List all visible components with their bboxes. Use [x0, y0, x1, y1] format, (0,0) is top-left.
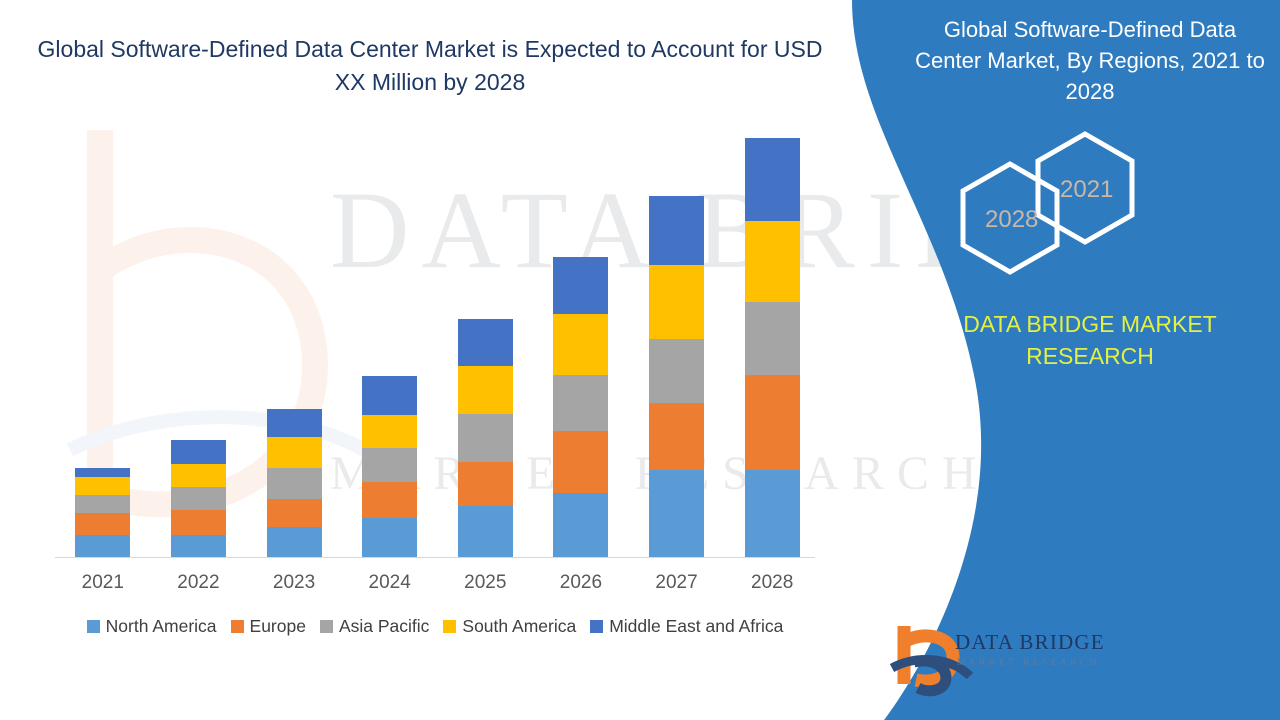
bar-segment	[457, 318, 513, 366]
bar-segment	[457, 366, 513, 415]
hexagon-shapes-icon	[960, 131, 1135, 275]
hexagon-group: 2028 2021	[900, 128, 1280, 278]
bar-segment	[553, 314, 609, 375]
bar-segment	[649, 403, 705, 471]
stacked-bar	[170, 440, 226, 557]
bar-segment	[744, 137, 800, 222]
company-logo: DATA BRIDGE MARKET RESEARCH	[889, 618, 1120, 700]
bar-column	[533, 130, 628, 557]
bar-segment	[75, 477, 131, 496]
legend-label: South America	[462, 616, 577, 636]
bar-segment	[75, 534, 131, 557]
bar-segment	[457, 461, 513, 507]
bar-segment	[266, 526, 322, 557]
bar-column	[151, 130, 246, 557]
x-axis-label: 2025	[464, 572, 507, 593]
stacked-bar	[744, 137, 800, 557]
legend-swatch-icon	[319, 620, 333, 633]
legend-label: North America	[105, 616, 217, 636]
bar-segment	[266, 498, 322, 527]
bar-segment	[553, 257, 609, 315]
bar-segment	[457, 506, 513, 557]
brand-name: DATA BRIDGE MARKET RESEARCH	[963, 311, 1217, 369]
x-axis-label: 2021	[81, 572, 124, 593]
bar-segment	[362, 448, 418, 482]
panel-title: Global Software-Defined Data Center Mark…	[915, 17, 1265, 104]
chart-legend: North America Europe Asia Pacific South Ame…	[40, 616, 830, 637]
logo-title: DATA BRIDGE	[955, 630, 1105, 654]
bar-column	[629, 130, 724, 557]
hexagon-2021-outline	[1035, 131, 1135, 245]
bar-segment	[170, 440, 226, 464]
bar-segment	[75, 468, 131, 478]
bar-segment	[362, 517, 418, 557]
bar-column	[247, 130, 342, 557]
x-axis-label: 2026	[559, 572, 603, 593]
bar-segment	[170, 534, 226, 557]
legend-swatch-icon	[86, 620, 100, 633]
legend-label: Middle East and Africa	[609, 616, 784, 636]
bar-segment	[553, 492, 609, 557]
legend-item[interactable]: North America	[86, 616, 217, 637]
stacked-bar	[266, 408, 322, 557]
bar-segment	[266, 468, 322, 499]
stacked-bar-chart: 2021 2022 2023 2024 2025 2026 2027 2028 North A…	[40, 130, 830, 637]
stacked-bar	[649, 196, 705, 557]
bar-segment	[553, 374, 609, 432]
legend-label: Asia Pacific	[338, 616, 430, 636]
hex-label-2028: 2028	[985, 206, 1039, 233]
bar-segment	[362, 376, 418, 416]
legend-swatch-icon	[590, 620, 604, 633]
bar-segment	[744, 374, 800, 471]
legend-item[interactable]: South America	[443, 616, 576, 637]
bar-segment	[362, 481, 418, 518]
logo-subtitle: MARKET RESEARCH	[957, 658, 1100, 668]
bar-segment	[649, 470, 705, 557]
bar-segment	[649, 196, 705, 265]
bar-segment	[266, 408, 322, 437]
stacked-bar	[553, 257, 609, 557]
legend-item[interactable]: Europe	[230, 616, 306, 637]
bar-segment	[553, 431, 609, 493]
bar-segment	[170, 487, 226, 510]
x-axis-label: 2023	[272, 572, 316, 593]
legend-swatch-icon	[443, 620, 457, 633]
bar-segment	[457, 414, 513, 462]
bar-segment	[75, 513, 131, 535]
bar-segment	[170, 463, 226, 488]
x-axis-label: 2027	[655, 572, 698, 593]
stacked-bar	[75, 468, 131, 557]
bar-column	[438, 130, 533, 557]
bars-container	[55, 130, 820, 557]
x-axis-labels: 2021 2022 2023 2024 2025 2026 2027 2028	[55, 572, 820, 598]
bar-segment	[649, 339, 705, 404]
stacked-bar	[457, 318, 513, 557]
x-axis-line	[55, 557, 815, 558]
page-title: Global Software-Defined Data Center Mark…	[37, 36, 823, 95]
bar-segment	[362, 415, 418, 449]
data-bridge-logo-icon	[889, 626, 974, 697]
x-axis-label: 2024	[368, 572, 411, 593]
stacked-bar	[362, 376, 418, 557]
bar-segment	[744, 221, 800, 302]
bar-segment	[744, 301, 800, 375]
bar-segment	[170, 509, 226, 535]
bar-segment	[266, 436, 322, 469]
legend-label: Europe	[249, 616, 306, 636]
x-axis-label: 2028	[751, 572, 794, 593]
hexagon-2028-outline	[960, 161, 1060, 275]
legend-swatch-icon	[230, 620, 244, 633]
bar-column	[55, 130, 150, 557]
bar-column	[725, 130, 820, 557]
bar-column	[342, 130, 437, 557]
bar-segment	[649, 264, 705, 340]
panel-content: Global Software-Defined Data Center Mark…	[889, 0, 1280, 720]
bar-segment	[744, 470, 800, 557]
legend-item[interactable]: Asia Pacific	[319, 616, 430, 637]
bar-segment	[75, 495, 131, 514]
x-axis-label: 2022	[177, 572, 220, 593]
legend-item[interactable]: Middle East and Africa	[590, 616, 783, 637]
hex-label-2021: 2021	[1060, 176, 1114, 203]
